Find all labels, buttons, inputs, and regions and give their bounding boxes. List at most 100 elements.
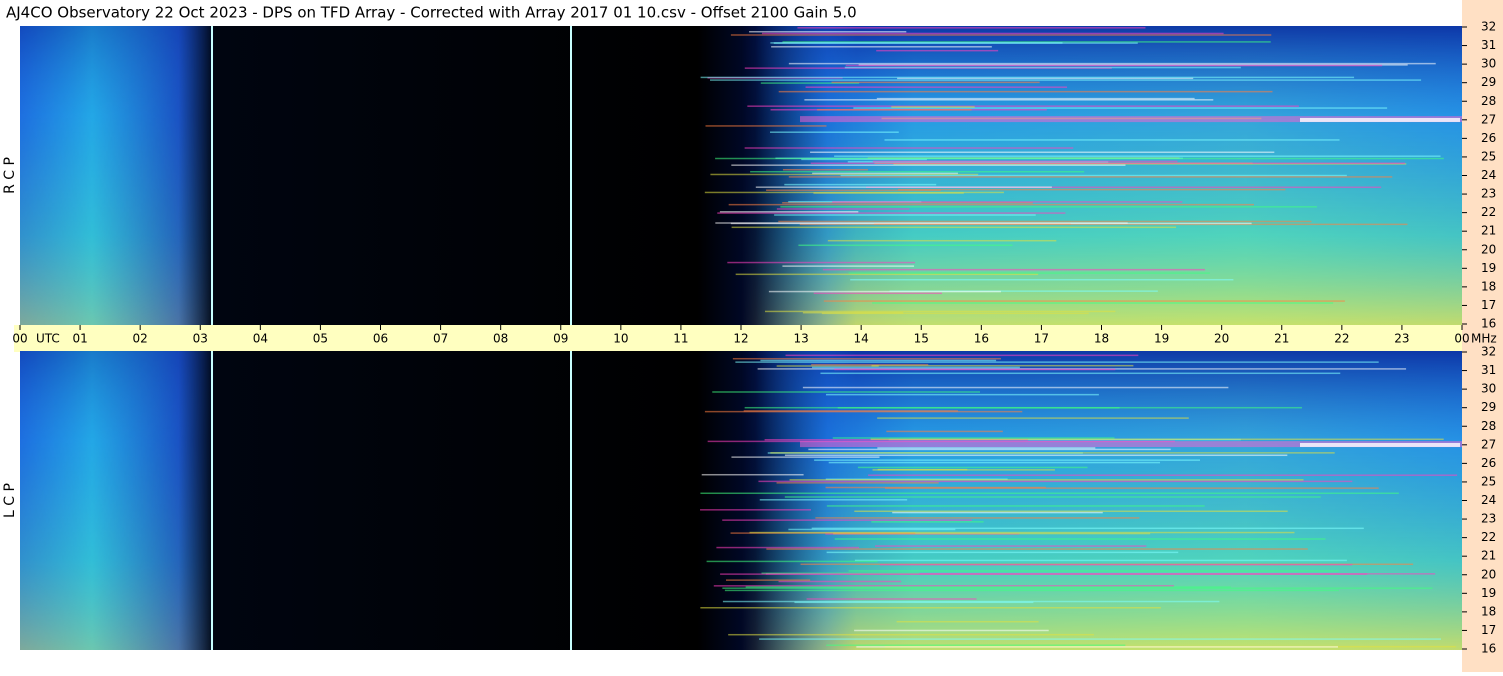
interference-streak (876, 49, 999, 52)
y-tick-label: 23 (1481, 187, 1496, 201)
y-tick-label: 24 (1481, 493, 1496, 507)
x-unit: UTC (36, 332, 60, 346)
interference-streak (896, 620, 1039, 623)
interference-streak (832, 437, 1115, 439)
interference-streak (794, 601, 1034, 604)
interference-streak (826, 644, 1126, 646)
x-tick-label: 04 (253, 332, 268, 346)
interference-streak (716, 546, 860, 549)
interference-streak (755, 186, 1052, 188)
interference-streak (778, 220, 1312, 223)
interference-streak (731, 456, 880, 458)
interference-streak (897, 188, 1286, 191)
interference-streak (732, 357, 1001, 360)
x-tick-label: 10 (613, 332, 628, 346)
interference-streak (854, 510, 1288, 513)
x-tick-label: 01 (72, 332, 87, 346)
interference-streak (731, 164, 1126, 166)
y-tick-label: 32 (1481, 345, 1496, 359)
interference-streak (811, 366, 1020, 369)
y-tick-label: 31 (1481, 38, 1496, 52)
x-tick-label: 23 (1394, 332, 1409, 346)
interference-streak (826, 551, 1179, 554)
x-tick-label: 12 (733, 332, 748, 346)
interference-streak (730, 222, 1252, 225)
interference-streak (857, 466, 1088, 469)
interference-streak (727, 261, 916, 264)
interference-streak (766, 189, 941, 191)
interference-streak (788, 62, 1436, 65)
freq-axis-strip (1462, 0, 1503, 672)
interference-streak (870, 438, 1444, 441)
interference-streak (782, 265, 915, 267)
interference-streak (848, 570, 1340, 572)
interference-streak (788, 528, 956, 531)
y-tick-label: 30 (1481, 57, 1496, 71)
y-tick-label: 26 (1481, 456, 1496, 470)
y-tick-label: 29 (1481, 75, 1496, 89)
interference-streak (812, 172, 958, 175)
interference-streak (892, 511, 1103, 514)
interference-streak (840, 174, 1347, 177)
interference-streak (728, 203, 1254, 206)
x-tick-label: 00 (12, 332, 27, 346)
interference-streak (872, 302, 1334, 304)
x-tick-label: 08 (493, 332, 508, 346)
interference-streak (760, 359, 997, 362)
y-tick-label: 27 (1481, 112, 1496, 126)
y-tick-label: 22 (1481, 530, 1496, 544)
y-tick-label: 28 (1481, 419, 1496, 433)
interference-streak (760, 82, 860, 84)
interference-streak (866, 186, 1382, 189)
y-tick-label: 16 (1481, 317, 1496, 331)
interference-streak (868, 474, 1458, 476)
interference-streak (877, 417, 1189, 419)
interference-streak (884, 139, 1340, 141)
interference-streak (886, 430, 1003, 433)
panel-label: L C P (2, 483, 18, 518)
interference-streak (876, 97, 1195, 100)
interference-streak (831, 81, 1040, 84)
interference-streak (817, 109, 972, 111)
chart-title: AJ4CO Observatory 22 Oct 2023 - DPS on T… (6, 4, 857, 22)
y-tick-label: 25 (1481, 149, 1496, 163)
interference-streak (844, 66, 1241, 69)
x-tick-label: 11 (673, 332, 688, 346)
x-tick-label: 20 (1214, 332, 1229, 346)
y-tick-label: 30 (1481, 382, 1496, 396)
interference-streak (848, 272, 1210, 274)
interference-streak (776, 482, 939, 484)
interference-streak (788, 176, 1393, 178)
interference-streak (715, 157, 1444, 160)
interference-streak (815, 517, 1140, 519)
y-tick-label: 19 (1481, 586, 1496, 600)
y-tick-label: 17 (1481, 298, 1496, 312)
interference-streak (778, 580, 902, 583)
interference-streak (735, 361, 1379, 363)
interference-streak (730, 34, 1272, 36)
interference-streak (789, 479, 1304, 481)
interference-streak (710, 173, 979, 176)
interference-streak (766, 548, 1308, 550)
interference-streak (778, 90, 1273, 93)
interference-streak (749, 531, 1295, 534)
interference-streak (832, 201, 1183, 203)
interference-streak (770, 131, 899, 133)
rfi-band (800, 116, 1462, 123)
x-tick-label: 18 (1094, 332, 1109, 346)
interference-streak (744, 147, 1074, 149)
x-tick-label: 17 (1034, 332, 1049, 346)
y-tick-label: 29 (1481, 400, 1496, 414)
interference-streak (820, 372, 1341, 375)
x-tick-label: 22 (1334, 332, 1349, 346)
interference-streak (850, 278, 1234, 281)
y-tick-label: 24 (1481, 168, 1496, 182)
interference-streak (856, 646, 1339, 648)
interference-streak (826, 505, 1205, 507)
interference-streak (717, 212, 1066, 214)
interference-streak (801, 158, 927, 161)
interference-streak (879, 563, 1353, 566)
y-tick-label: 21 (1481, 549, 1496, 563)
interference-streak (758, 480, 1353, 483)
interference-streak (877, 468, 968, 471)
